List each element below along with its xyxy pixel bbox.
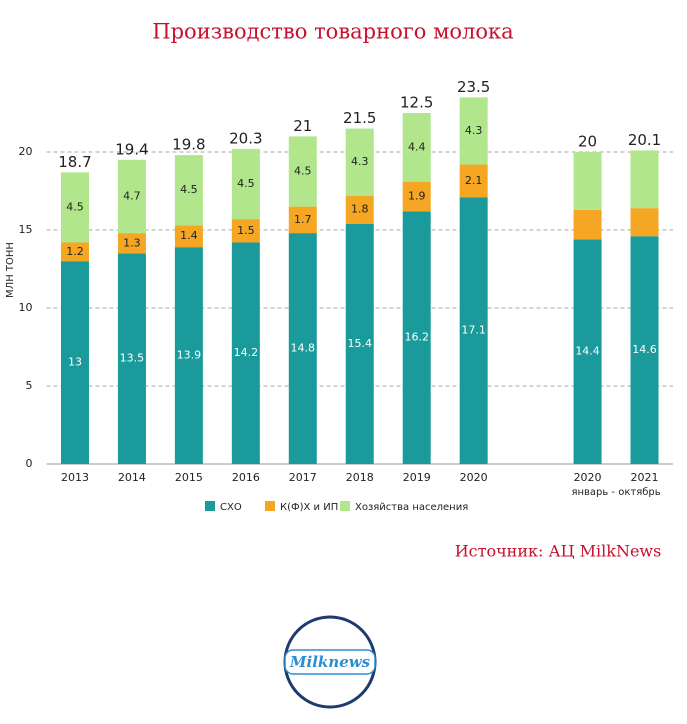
bar-segment	[630, 150, 659, 209]
bar-segment	[630, 236, 659, 464]
bar-segment	[630, 208, 659, 237]
data-label: 1.5	[237, 224, 255, 237]
data-label: 13.9	[177, 349, 202, 362]
legend-label: К(Ф)Х и ИП	[280, 502, 338, 513]
bar-segment	[231, 242, 260, 464]
data-label: 1.4	[180, 229, 198, 242]
bar-segment	[402, 181, 431, 212]
data-label: 4.5	[66, 200, 84, 213]
y-tick-label: 10	[19, 301, 33, 314]
total-label: 20.3	[229, 129, 262, 147]
total-label: 18.7	[58, 153, 91, 171]
bar-segment	[231, 148, 260, 220]
data-label: 15.4	[348, 337, 373, 350]
y-tick-label: 0	[26, 457, 33, 470]
data-label: 4.5	[180, 183, 198, 196]
bar-segment	[231, 219, 260, 243]
bar-segment	[459, 164, 488, 198]
y-axis-label: МЛН ТОНН	[5, 242, 16, 298]
data-label: 4.4	[408, 140, 426, 153]
bar-segment	[60, 242, 89, 262]
data-label: 14.4	[575, 345, 600, 358]
total-label: 21	[293, 117, 312, 135]
x-tick-label: 2017	[289, 471, 317, 484]
bar-segment	[402, 113, 431, 182]
legend-label: Хозяйства населения	[355, 502, 468, 513]
data-label: 1.7	[294, 213, 312, 226]
data-label: 14.2	[234, 346, 259, 359]
total-label: 12.5	[400, 94, 433, 112]
data-label: 4.7	[123, 189, 141, 202]
data-label: 4.3	[465, 124, 483, 137]
bar-segment	[345, 128, 374, 196]
bar-segment	[573, 209, 602, 240]
bar-segment	[117, 159, 146, 234]
bar-segment	[345, 223, 374, 464]
bar-segment	[288, 206, 317, 234]
bar-segment	[459, 97, 488, 165]
total-label: 21.5	[343, 109, 376, 127]
data-label: 1.9	[408, 189, 426, 202]
data-label: 14.6	[632, 343, 657, 356]
bar-segment	[60, 261, 89, 464]
data-label: 13	[68, 356, 82, 369]
source: Источник: АЦ MilkNews	[455, 542, 662, 561]
x-tick-label: 2016	[232, 471, 260, 484]
bar-segment	[288, 136, 317, 207]
x-annotation: январь - октябрь	[571, 487, 660, 498]
data-label: 2.1	[465, 174, 483, 187]
legend-swatch	[340, 501, 350, 511]
x-tick-label: 2021	[631, 471, 659, 484]
data-label: 14.8	[291, 342, 316, 355]
data-label: 4.3	[351, 155, 369, 168]
bar-segment	[60, 172, 89, 243]
data-label: 13.5	[120, 352, 145, 365]
data-label: 4.5	[294, 165, 312, 178]
bar-segment	[402, 211, 431, 464]
legend-swatch	[205, 501, 215, 511]
bar-segment	[459, 197, 488, 465]
bar-segment	[573, 152, 602, 210]
x-tick-label: 2019	[403, 471, 431, 484]
y-tick-label: 20	[19, 145, 33, 158]
x-tick-label: 2020	[574, 471, 602, 484]
bar-segment	[573, 239, 602, 464]
logo-text: Milknews	[289, 653, 371, 671]
bar-segment	[174, 155, 203, 226]
bar-segment	[174, 247, 203, 464]
data-label: 4.5	[237, 177, 255, 190]
bar-segment	[117, 253, 146, 464]
x-tick-label: 2020	[460, 471, 488, 484]
legend-swatch	[265, 501, 275, 511]
legend-label: СХО	[220, 502, 242, 513]
total-label: 20.1	[628, 131, 661, 149]
x-tick-label: 2018	[346, 471, 374, 484]
data-label: 1.2	[66, 245, 84, 258]
data-label: 17.1	[461, 324, 486, 337]
data-label: 1.8	[351, 203, 369, 216]
x-tick-label: 2013	[61, 471, 89, 484]
x-tick-label: 2015	[175, 471, 203, 484]
total-label: 23.5	[457, 78, 490, 96]
bar-segment	[117, 233, 146, 254]
bar-segment	[174, 225, 203, 248]
y-tick-label: 5	[26, 379, 33, 392]
data-label: 1.3	[123, 236, 141, 249]
data-label: 16.2	[404, 331, 429, 344]
total-label: 19.8	[172, 136, 205, 154]
y-tick-label: 15	[19, 223, 33, 236]
bar-segment	[345, 195, 374, 224]
x-tick-label: 2014	[118, 471, 146, 484]
chart-title: Производство товарного молока	[152, 20, 513, 44]
total-label: 19.4	[115, 140, 148, 158]
logo-badge	[284, 649, 376, 675]
bar-segment	[288, 233, 317, 464]
total-label: 20	[578, 133, 597, 151]
